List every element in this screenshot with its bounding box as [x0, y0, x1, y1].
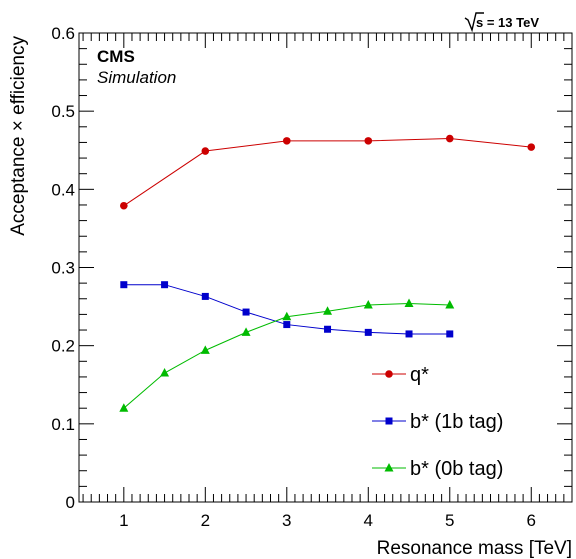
energy-label: s = 13 TeV [476, 15, 539, 30]
data-point [241, 327, 251, 336]
cms-label: CMS [97, 47, 135, 66]
y-tick-label: 0.1 [51, 415, 75, 434]
legend-marker [384, 463, 394, 472]
data-point [283, 321, 291, 329]
axes-layer: 0 0.1 0.2 0.3 0.4 0.5 0.6 1 2 3 4 5 6 [51, 24, 573, 530]
data-point [120, 281, 128, 289]
data-point [120, 201, 128, 210]
data-point [201, 147, 210, 155]
simulation-label: Simulation [97, 68, 176, 87]
series-layer [119, 134, 536, 412]
data-point [446, 330, 454, 338]
legend-item: q* [372, 364, 429, 386]
data-point [405, 330, 413, 338]
legend-marker [385, 417, 393, 425]
legend: q* b* (1b tag) b* (0b tag) [372, 364, 503, 480]
data-point [445, 134, 454, 143]
y-tick-label: 0.4 [51, 180, 75, 199]
x-tick-label: 1 [119, 511, 128, 530]
legend-marker [385, 370, 393, 378]
y-axis-title: Acceptance × efficiency [8, 36, 29, 236]
data-point [200, 345, 210, 354]
data-point [364, 328, 372, 336]
y-tick-label: 0.6 [51, 24, 75, 43]
data-point [201, 292, 209, 300]
legend-label: b* (0b tag) [410, 458, 503, 480]
data-point [160, 368, 170, 377]
x-tick-label: 6 [527, 511, 536, 530]
y-tick-label: 0.5 [51, 102, 75, 121]
y-tick-label: 0.3 [51, 259, 75, 278]
legend-item: b* (0b tag) [372, 458, 503, 480]
data-point [242, 308, 250, 316]
x-tick-label: 3 [282, 511, 291, 530]
data-point [445, 300, 455, 309]
legend-label: q* [410, 364, 429, 386]
legend-item: b* (1b tag) [372, 411, 503, 433]
data-point [282, 311, 292, 321]
series-0 [120, 134, 536, 210]
y-tick-label: 0 [66, 493, 75, 512]
data-point [323, 306, 333, 315]
data-point [527, 143, 536, 151]
y-tick-label: 0.2 [51, 337, 75, 356]
x-tick-label: 5 [445, 511, 454, 530]
legend-label: b* (1b tag) [410, 411, 503, 433]
data-point [161, 281, 169, 289]
x-axis-title: Resonance mass [TeV] [377, 538, 572, 559]
data-point [404, 298, 414, 307]
x-tick-label: 4 [364, 511, 373, 530]
data-point [364, 137, 373, 145]
data-point [119, 403, 129, 412]
energy-label-group: s = 13 TeV [464, 12, 539, 33]
sqrt-icon [464, 12, 484, 33]
x-tick-label: 2 [201, 511, 210, 530]
data-point [282, 137, 291, 145]
series-2 [119, 298, 455, 412]
series-line [123, 138, 532, 207]
data-point [324, 325, 332, 333]
data-point [363, 300, 373, 309]
series-1 [120, 281, 454, 338]
